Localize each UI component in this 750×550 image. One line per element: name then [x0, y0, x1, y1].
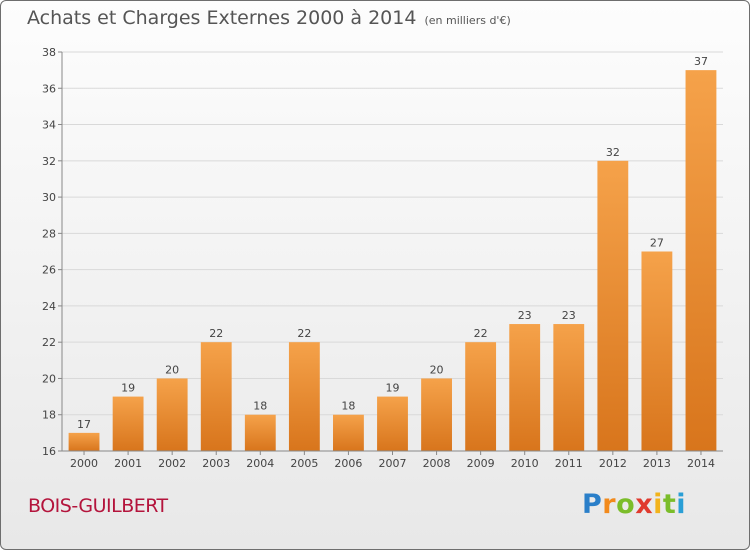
- commune-name: BOIS-GUILBERT: [28, 495, 168, 517]
- bar-2004: [244, 414, 276, 451]
- y-tick-label: 30: [42, 191, 56, 204]
- y-tick-label: 16: [42, 445, 56, 458]
- x-tick-label: 2009: [467, 457, 495, 470]
- value-label: 23: [518, 309, 532, 322]
- x-tick-label: 2003: [202, 457, 230, 470]
- bar-2008: [421, 378, 452, 451]
- bar-2006: [333, 414, 364, 451]
- chart-title: Achats et Charges Externes 2000 à 2014 (e…: [27, 7, 511, 29]
- x-tick-label: 2013: [643, 457, 671, 470]
- value-label: 19: [121, 382, 135, 395]
- x-tick-label: 2001: [114, 457, 142, 470]
- bar-2011: [553, 324, 585, 451]
- x-tick-label: 2002: [158, 457, 186, 470]
- y-tick-label: 24: [42, 300, 56, 313]
- bar-2005: [288, 342, 320, 451]
- bar-2013: [641, 251, 673, 451]
- proxiti-logo: Proxiti: [582, 489, 686, 520]
- value-label: 22: [209, 327, 223, 340]
- y-tick-label: 22: [42, 336, 56, 349]
- value-label: 23: [562, 309, 576, 322]
- value-label: 32: [606, 146, 620, 159]
- x-tick-label: 2004: [246, 457, 274, 470]
- x-tick-label: 2008: [423, 457, 451, 470]
- chart-title-text: Achats et Charges Externes 2000 à 2014: [27, 7, 417, 29]
- bar-2001: [112, 396, 144, 451]
- x-tick-label: 2010: [511, 457, 539, 470]
- logo-letter: i: [676, 489, 687, 520]
- value-label: 18: [341, 400, 355, 413]
- y-tick-label: 32: [42, 155, 56, 168]
- logo-letter: r: [602, 489, 617, 520]
- bar-2000: [68, 432, 100, 451]
- y-tick-label: 18: [42, 409, 56, 422]
- bar-2002: [156, 378, 188, 451]
- x-tick-label: 2012: [599, 457, 627, 470]
- y-tick-label: 28: [42, 227, 56, 240]
- y-tick-label: 38: [42, 46, 56, 59]
- tick-labels: 16 18 20 22 24 26 28 30 32 34 36 38 17 2000 19 2001 20 20…: [42, 46, 715, 470]
- bar-2010: [509, 324, 541, 451]
- y-tick-label: 36: [42, 82, 56, 95]
- axes: [58, 51, 723, 455]
- bar-2014: [685, 70, 717, 452]
- value-label: 37: [694, 55, 708, 68]
- value-label: 19: [386, 382, 400, 395]
- bar-2009: [465, 342, 497, 451]
- bar-2003: [200, 342, 232, 451]
- value-label: 20: [165, 363, 179, 376]
- value-label: 27: [650, 237, 664, 250]
- logo-letter: o: [616, 489, 636, 520]
- logo-letter: t: [662, 489, 677, 520]
- value-label: 22: [297, 327, 311, 340]
- x-tick-label: 2007: [379, 457, 407, 470]
- bar-2012: [597, 160, 629, 451]
- logo-letter: i: [653, 489, 663, 520]
- chart-subtitle: (en milliers d'€): [424, 14, 511, 27]
- value-label: 18: [253, 400, 267, 413]
- y-tick-label: 26: [42, 264, 56, 277]
- logo-letter: x: [635, 489, 654, 520]
- value-label: 17: [77, 418, 91, 431]
- y-tick-label: 34: [42, 119, 56, 132]
- value-label: 20: [430, 363, 444, 376]
- bar-series: [68, 70, 717, 452]
- bar-2007: [377, 396, 408, 451]
- x-tick-label: 2006: [334, 457, 362, 470]
- value-label: 22: [474, 327, 488, 340]
- x-tick-label: 2011: [555, 457, 583, 470]
- x-tick-label: 2014: [687, 457, 715, 470]
- logo-letter: P: [582, 489, 603, 520]
- x-tick-label: 2005: [290, 457, 318, 470]
- y-tick-label: 20: [42, 372, 56, 385]
- x-tick-label: 2000: [70, 457, 98, 470]
